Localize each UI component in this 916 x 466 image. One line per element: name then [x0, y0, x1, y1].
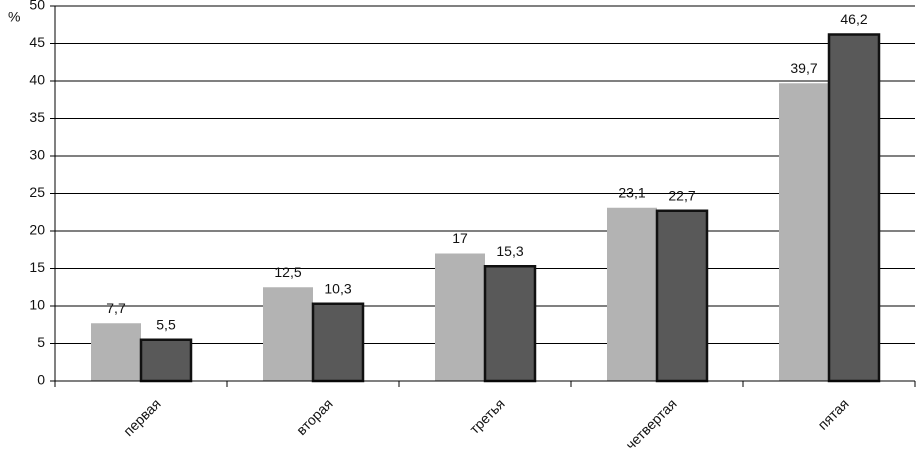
- y-tick-label: 35: [29, 109, 45, 125]
- bar: [435, 253, 485, 381]
- value-label: 22,7: [668, 187, 695, 203]
- value-label: 10,3: [324, 280, 351, 296]
- y-axis-label: %: [8, 9, 20, 25]
- bar: [483, 265, 537, 383]
- y-tick-label: 20: [29, 222, 45, 238]
- y-tick-label: 15: [29, 259, 45, 275]
- x-tick-label: третья: [466, 395, 508, 437]
- bar: [655, 209, 709, 383]
- value-label: 39,7: [790, 60, 817, 76]
- bar: [311, 302, 365, 383]
- x-tick-label: четвертая: [622, 395, 679, 452]
- bar: [827, 33, 881, 383]
- y-tick-label: 25: [29, 184, 45, 200]
- x-tick-label: первая: [120, 395, 164, 439]
- y-tick-label: 45: [29, 34, 45, 50]
- y-tick-label: 30: [29, 147, 45, 163]
- value-label: 7,7: [106, 300, 126, 316]
- y-tick-label: 5: [37, 334, 45, 350]
- bar: [139, 338, 193, 383]
- bar: [91, 323, 141, 381]
- value-label: 17: [452, 230, 468, 246]
- value-label: 46,2: [840, 11, 867, 27]
- x-tick-label: пятая: [814, 395, 851, 432]
- bar: [779, 83, 829, 381]
- y-tick-label: 40: [29, 72, 45, 88]
- value-label: 12,5: [274, 264, 301, 280]
- bar: [607, 207, 657, 381]
- y-tick-label: 0: [37, 372, 45, 388]
- value-label: 5,5: [156, 316, 176, 332]
- y-tick-label: 10: [29, 297, 45, 313]
- bar: [263, 287, 313, 381]
- value-label: 15,3: [496, 243, 523, 259]
- y-tick-label: 50: [29, 0, 45, 13]
- value-label: 23,1: [618, 184, 645, 200]
- x-tick-label: вторая: [293, 395, 336, 438]
